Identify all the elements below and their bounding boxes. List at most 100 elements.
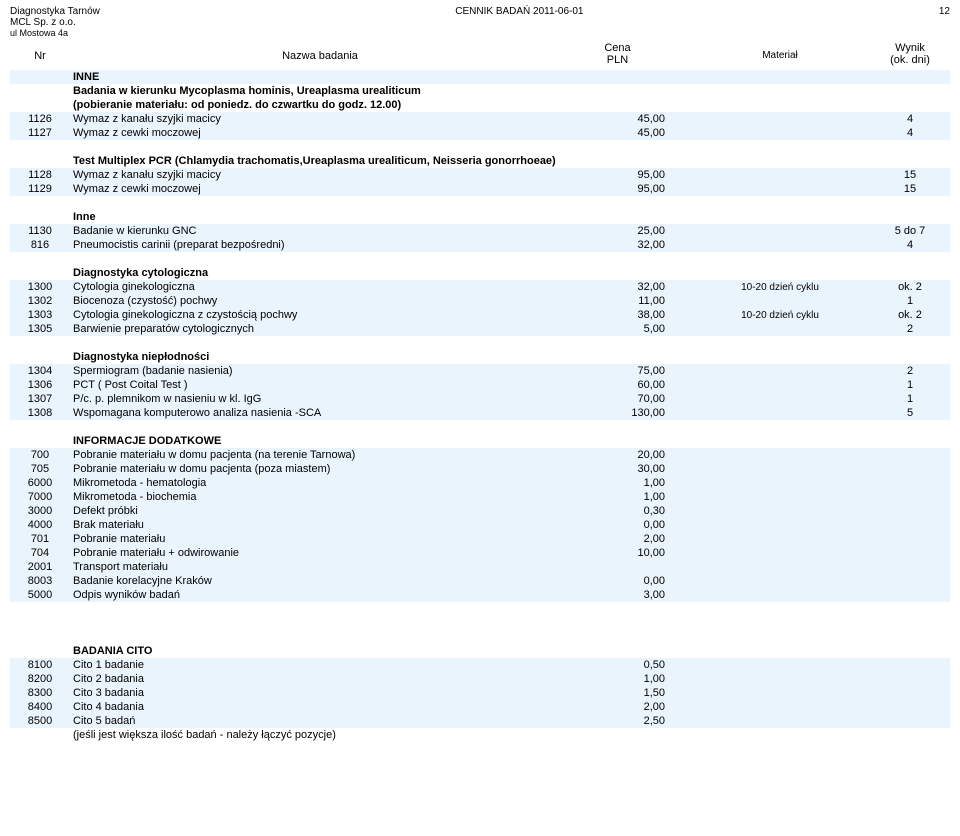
cell-name: Badanie w kierunku GNC	[70, 224, 570, 238]
table-row: 1128Wymaz z kanału szyjki macicy95,0015	[10, 168, 950, 182]
table-row: 704Pobranie materiału + odwirowanie10,00	[10, 546, 950, 560]
cell-cena: 25,00	[570, 224, 690, 238]
table-row: 1305Barwienie preparatów cytologicznych5…	[10, 322, 950, 336]
cell-material	[690, 706, 870, 708]
cell-wynik: 4	[870, 238, 950, 252]
cell-nr: 8300	[10, 686, 70, 700]
cell-nr: 701	[10, 532, 70, 546]
table-row: 1307P/c. p. plemnikom w nasieniu w kl. I…	[10, 392, 950, 406]
cell-name: Cito 1 badanie	[70, 658, 570, 672]
cell-nr: 5000	[10, 588, 70, 602]
cell-wynik	[870, 482, 950, 484]
cell-name: Cytologia ginekologiczna	[70, 280, 570, 294]
cell-nr: 816	[10, 238, 70, 252]
company-line3: ul Mostowa 4a	[10, 28, 100, 38]
cell-nr: 1305	[10, 322, 70, 336]
section-subtitle-row: Badania w kierunku Mycoplasma hominis, U…	[10, 84, 950, 98]
cell-wynik	[870, 496, 950, 498]
cell-cena: 5,00	[570, 322, 690, 336]
cell-nr: 1129	[10, 182, 70, 196]
cell-name: Cito 3 badania	[70, 686, 570, 700]
cell-wynik	[870, 538, 950, 540]
cell-nr: 1304	[10, 364, 70, 378]
cell-wynik: ok. 2	[870, 308, 950, 322]
table-row: 8100Cito 1 badanie0,50	[10, 658, 950, 672]
cell-nr: 8500	[10, 714, 70, 728]
cell-material	[690, 594, 870, 596]
section-subtitle: Inne	[70, 210, 570, 224]
cell-name: Mikrometoda - hematologia	[70, 476, 570, 490]
cell-material	[690, 454, 870, 456]
section-subtitle-row: Diagnostyka niepłodności	[10, 350, 950, 364]
cell-wynik	[870, 552, 950, 554]
table-row: 8300Cito 3 badania1,50	[10, 686, 950, 700]
cell-wynik	[870, 692, 950, 694]
header-nr: Nr	[10, 42, 70, 66]
table-row: 705Pobranie materiału w domu pacjenta (p…	[10, 462, 950, 476]
cell-name: Pobranie materiału	[70, 532, 570, 546]
cell-material	[690, 244, 870, 246]
section-footnote-row: (jeśli jest większa ilość badań - należy…	[10, 728, 950, 742]
section-subtitle-row: Diagnostyka cytologiczna	[10, 266, 950, 280]
section-subtitle: BADANIA CITO	[70, 644, 570, 658]
table-row: 1130Badanie w kierunku GNC25,00 5 do 7	[10, 224, 950, 238]
cell-cena: 2,50	[570, 714, 690, 728]
cell-wynik	[870, 566, 950, 568]
cell-cena: 70,00	[570, 392, 690, 406]
cell-name: Pobranie materiału w domu pacjenta (na t…	[70, 448, 570, 462]
cell-cena: 3,00	[570, 588, 690, 602]
cell-nr: 1307	[10, 392, 70, 406]
cell-material	[690, 384, 870, 386]
cell-name: Cytologia ginekologiczna z czystością po…	[70, 308, 570, 322]
cell-wynik: 5 do 7	[870, 224, 950, 238]
cell-cena: 1,00	[570, 490, 690, 504]
cell-wynik: 15	[870, 182, 950, 196]
table-row: 1308Wspomagana komputerowo analiza nasie…	[10, 406, 950, 420]
cell-wynik: 15	[870, 168, 950, 182]
cell-nr: 700	[10, 448, 70, 462]
cell-cena	[570, 566, 690, 568]
cell-nr: 8100	[10, 658, 70, 672]
cell-nr: 7000	[10, 490, 70, 504]
cell-cena: 0,00	[570, 518, 690, 532]
table-row: 8003Badanie korelacyjne Kraków0,00	[10, 574, 950, 588]
cell-nr: 705	[10, 462, 70, 476]
table-row: 1127Wymaz z cewki moczowej45,004	[10, 126, 950, 140]
section-subtitle: Diagnostyka cytologiczna	[70, 266, 570, 280]
cell-material	[690, 412, 870, 414]
company-line1: Diagnostyka Tarnów	[10, 6, 100, 17]
cell-wynik	[870, 524, 950, 526]
cell-wynik: ok. 2	[870, 280, 950, 294]
cell-name: Wymaz z kanału szyjki macicy	[70, 112, 570, 126]
cell-nr: 1130	[10, 224, 70, 238]
header-cena: Cena PLN	[570, 42, 690, 66]
cell-material: 10-20 dzień cyklu	[690, 309, 870, 322]
cell-material: 10-20 dzień cyklu	[690, 281, 870, 294]
cell-cena: 38,00	[570, 308, 690, 322]
cell-cena: 60,00	[570, 378, 690, 392]
table-row: 8500Cito 5 badań2,50	[10, 714, 950, 728]
table-row: 1126Wymaz z kanału szyjki macicy45,004	[10, 112, 950, 126]
cell-name: Mikrometoda - biochemia	[70, 490, 570, 504]
cell-material	[690, 174, 870, 176]
header-wynik: Wynik (ok. dni)	[870, 42, 950, 66]
cell-wynik: 4	[870, 126, 950, 140]
cell-name: Transport materiału	[70, 560, 570, 574]
cell-material	[690, 664, 870, 666]
section-subtitle2-row: (pobieranie materiału: od poniedz. do cz…	[10, 98, 950, 112]
cell-wynik: 1	[870, 378, 950, 392]
section-subtitle: INFORMACJE DODATKOWE	[70, 434, 570, 448]
section-category: INNE	[70, 70, 570, 84]
section-subtitle-row: BADANIA CITO	[10, 644, 950, 658]
cell-cena: 0,00	[570, 574, 690, 588]
table-row: 6000Mikrometoda - hematologia1,00	[10, 476, 950, 490]
cell-nr: 8400	[10, 700, 70, 714]
cell-material	[690, 552, 870, 554]
cell-name: Odpis wyników badań	[70, 588, 570, 602]
cell-nr: 1126	[10, 112, 70, 126]
table-row: 816Pneumocistis carinii (preparat bezpoś…	[10, 238, 950, 252]
cell-nr: 1128	[10, 168, 70, 182]
cell-material	[690, 118, 870, 120]
cell-name: Brak materiału	[70, 518, 570, 532]
cell-cena: 11,00	[570, 294, 690, 308]
